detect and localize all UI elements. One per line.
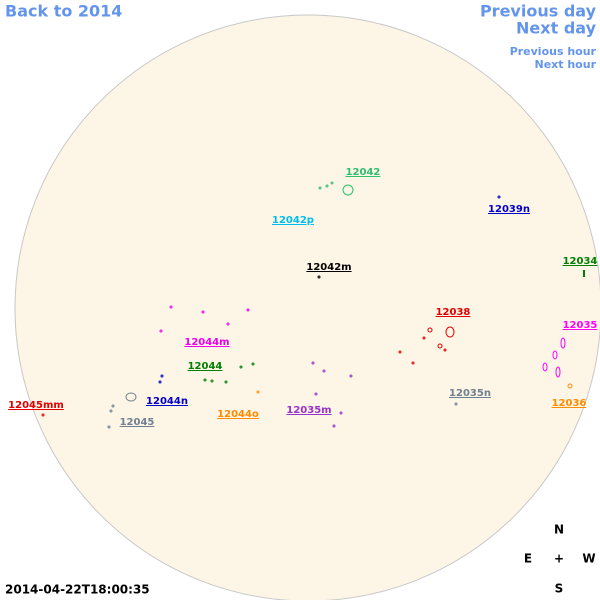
region-label[interactable]: 12044m (184, 337, 229, 348)
region-label[interactable]: 12042 (346, 167, 381, 178)
spots (41, 181, 585, 429)
previous-day-link[interactable]: Previous day (480, 2, 597, 21)
next-day-link[interactable]: Next day (516, 19, 597, 38)
region-label[interactable]: 12044 (188, 361, 223, 372)
compass-north: N (554, 523, 564, 537)
region-label[interactable]: 12045mm (8, 400, 64, 411)
region-label[interactable]: 12034 (563, 256, 598, 267)
back-link[interactable]: Back to 2014 (5, 2, 122, 21)
region-label[interactable]: 12042p (272, 215, 314, 226)
timestamp: 2014-04-22T18:00:35 (5, 583, 150, 597)
region-label[interactable]: 12039n (488, 204, 530, 215)
previous-hour-link[interactable]: Previous hour (510, 45, 597, 58)
compass-west: W (582, 552, 595, 566)
compass-east: E (524, 552, 532, 566)
region-label[interactable]: 12035n (449, 388, 491, 399)
solar-disk (14, 14, 600, 600)
region-label[interactable]: 12044o (217, 409, 259, 420)
compass-south: S (555, 582, 564, 596)
region-label[interactable]: 12045 (120, 417, 155, 428)
region-label[interactable]: 12036 (552, 398, 587, 409)
region-label[interactable]: 12035m (286, 405, 331, 416)
region-label[interactable]: 12044n (146, 396, 188, 407)
region-label[interactable]: 12035 (563, 320, 598, 331)
next-hour-link[interactable]: Next hour (535, 58, 597, 71)
compass-center: + (554, 552, 564, 566)
region-label[interactable]: 12038 (436, 307, 471, 318)
region-label[interactable]: 12042m (306, 262, 351, 273)
region-labels: 12042 12042p 12039n 12042m 12034 12038 1… (8, 167, 597, 428)
